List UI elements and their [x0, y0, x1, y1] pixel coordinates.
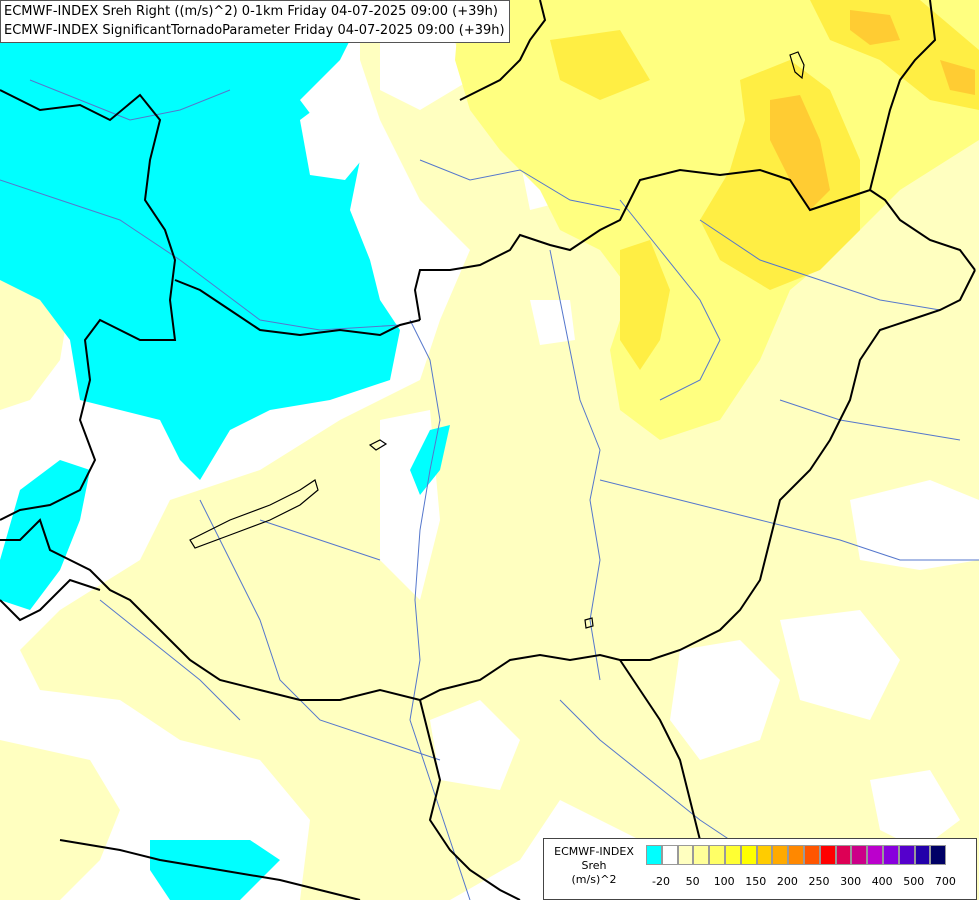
lakes-layer: [189, 51, 805, 629]
legend-tick-label: 400: [871, 875, 893, 888]
legend-title: ECMWF-INDEX Sreh (m/s)^2: [546, 845, 642, 887]
legend-swatch: [882, 845, 899, 865]
legend-tick-label: 300: [840, 875, 862, 888]
legend-tick-label: 700: [934, 875, 956, 888]
legend-swatch: [646, 845, 662, 865]
legend-swatch: [898, 845, 915, 865]
legend-tick-label: 50: [685, 875, 700, 888]
legend-swatch: [914, 845, 931, 865]
legend-tick-label: 250: [808, 875, 830, 888]
legend-swatch: [772, 845, 789, 865]
legend-tick-label: 200: [776, 875, 798, 888]
cyan-gap: [300, 90, 370, 180]
legend-swatch: [819, 845, 836, 865]
legend-swatch: [803, 845, 820, 865]
legend-swatch: [740, 845, 757, 865]
legend-title-line: ECMWF-INDEX: [554, 845, 634, 858]
peak-field-layer: [770, 10, 975, 210]
color-legend: ECMWF-INDEX Sreh (m/s)^2 -20 50 100 150 200 2…: [543, 838, 977, 900]
header-line-stp: ECMWF-INDEX SignificantTornadoParameter …: [4, 23, 505, 38]
legend-swatch: [788, 845, 804, 865]
map-header: ECMWF-INDEX Sreh Right ((m/s)^2) 0-1km F…: [0, 0, 510, 43]
legend-color-bar: [646, 845, 947, 865]
legend-swatch: [835, 845, 852, 865]
legend-tick-label: 500: [903, 875, 925, 888]
white-patch-layer: [380, 30, 979, 850]
legend-tick-label: 100: [713, 875, 735, 888]
legend-swatch: [661, 845, 678, 865]
rivers-layer: [0, 79, 979, 900]
legend-swatch: [677, 845, 694, 865]
legend-swatch: [693, 845, 710, 865]
legend-swatch: [709, 845, 725, 865]
legend-title-line: (m/s)^2: [571, 873, 617, 886]
legend-swatch: [851, 845, 868, 865]
legend-swatch: [930, 845, 947, 865]
legend-swatch: [724, 845, 741, 865]
header-line-sreh: ECMWF-INDEX Sreh Right ((m/s)^2) 0-1km F…: [4, 4, 498, 19]
legend-swatch: [756, 845, 773, 865]
legend-swatch: [867, 845, 883, 865]
legend-tick-label: 150: [745, 875, 767, 888]
legend-tick-label: -20: [652, 875, 670, 888]
legend-title-line: Sreh: [581, 859, 607, 872]
